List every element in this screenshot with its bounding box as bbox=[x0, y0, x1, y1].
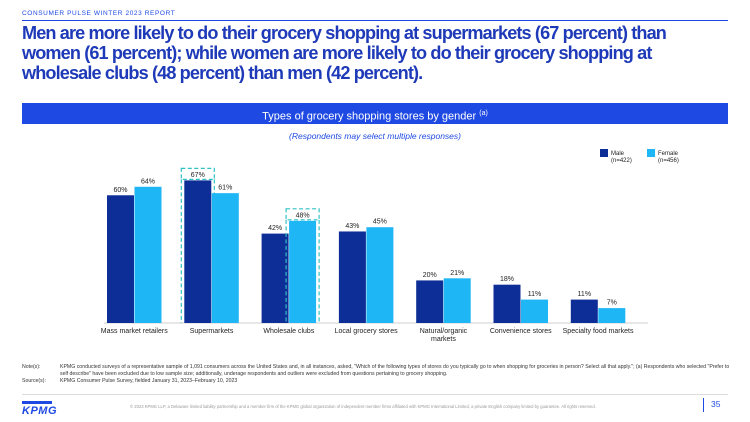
bar-male-5 bbox=[493, 284, 521, 323]
bar-male-1 bbox=[184, 180, 212, 323]
bar-female-5 bbox=[521, 299, 548, 323]
source-label: Source(s): bbox=[22, 378, 46, 384]
chart-title: Types of grocery shopping stores by gend… bbox=[262, 110, 477, 123]
category-label-5: Convenience stores bbox=[490, 328, 552, 335]
data-label-female-1: 61% bbox=[218, 185, 232, 192]
chart-title-footnote-ref: (a) bbox=[479, 110, 488, 117]
data-label-male-0: 60% bbox=[113, 187, 127, 194]
category-label-3: Local grocery stores bbox=[335, 328, 399, 335]
bar-female-6 bbox=[598, 308, 626, 323]
source-text: KPMG Consumer Pulse Survey, fielded Janu… bbox=[60, 378, 238, 384]
page-number-separator bbox=[703, 398, 704, 412]
bar-chart: 60% 64% Mass market retailers 67% 61% Superma… bbox=[101, 149, 679, 343]
legend-swatch-female bbox=[647, 149, 655, 157]
page-number: 35 bbox=[711, 399, 721, 409]
bar-female-3 bbox=[366, 227, 394, 323]
highlight-box-2 bbox=[285, 208, 320, 221]
bar-female-2 bbox=[289, 220, 317, 323]
logo-text: KPMG bbox=[22, 405, 57, 417]
data-label-female-5: 11% bbox=[528, 291, 542, 298]
copyright-text: © 2023 KPMG LLP, a Delaware limited liab… bbox=[130, 404, 596, 409]
category-label-0: Mass market retailers bbox=[101, 328, 168, 335]
bar-female-0 bbox=[134, 186, 162, 323]
highlight-box-1 bbox=[180, 167, 215, 180]
data-label-male-4: 20% bbox=[423, 272, 437, 279]
bar-female-4 bbox=[443, 278, 471, 323]
legend-swatch-male bbox=[600, 149, 608, 157]
notes-block: Note(s): KPMG conducted surveys of a rep… bbox=[22, 364, 730, 385]
bar-female-1 bbox=[211, 193, 239, 323]
page-headline: Men are more likely to do their grocery … bbox=[22, 22, 667, 83]
data-label-male-5: 18% bbox=[500, 276, 514, 283]
bar-male-6 bbox=[570, 299, 598, 323]
notes-label: Note(s): bbox=[22, 364, 41, 370]
legend-sub-male: (n=422) bbox=[611, 158, 632, 164]
report-label: CONSUMER PULSE WINTER 2023 REPORT bbox=[22, 10, 176, 17]
top-divider bbox=[22, 20, 728, 21]
category-label-4-line1: Natural/organic bbox=[420, 328, 468, 335]
category-label-1: Supermarkets bbox=[190, 328, 234, 335]
data-label-male-2: 42% bbox=[268, 225, 282, 232]
notes-text: KPMG conducted surveys of a representati… bbox=[60, 364, 730, 377]
data-label-female-2: 48% bbox=[296, 212, 310, 219]
data-label-female-6: 7% bbox=[607, 300, 617, 307]
bar-male-2 bbox=[261, 233, 289, 323]
chart-subtitle: (Respondents may select multiple respons… bbox=[289, 131, 461, 141]
data-label-female-3: 45% bbox=[373, 219, 387, 226]
legend-label-female: Female bbox=[658, 151, 679, 157]
kpmg-logo: KPMG bbox=[22, 401, 57, 417]
data-label-female-4: 21% bbox=[450, 270, 464, 277]
footer-divider bbox=[22, 394, 728, 395]
category-label-6: Specialty food markets bbox=[563, 328, 634, 335]
category-label-2: Wholesale clubs bbox=[263, 328, 314, 335]
logo-bar bbox=[22, 401, 52, 404]
data-label-male-3: 43% bbox=[345, 223, 359, 230]
legend-sub-female: (n=456) bbox=[658, 158, 679, 164]
category-label-4-line2: markets bbox=[431, 336, 456, 343]
bar-male-4 bbox=[416, 280, 444, 323]
chart-title-banner: Types of grocery shopping stores by gend… bbox=[22, 103, 728, 124]
data-label-female-0: 64% bbox=[141, 178, 155, 185]
bar-male-0 bbox=[107, 195, 134, 323]
data-label-male-1: 67% bbox=[191, 172, 205, 179]
legend-label-male: Male bbox=[611, 151, 625, 157]
data-label-male-6: 11% bbox=[578, 291, 592, 298]
bar-male-3 bbox=[338, 231, 366, 323]
